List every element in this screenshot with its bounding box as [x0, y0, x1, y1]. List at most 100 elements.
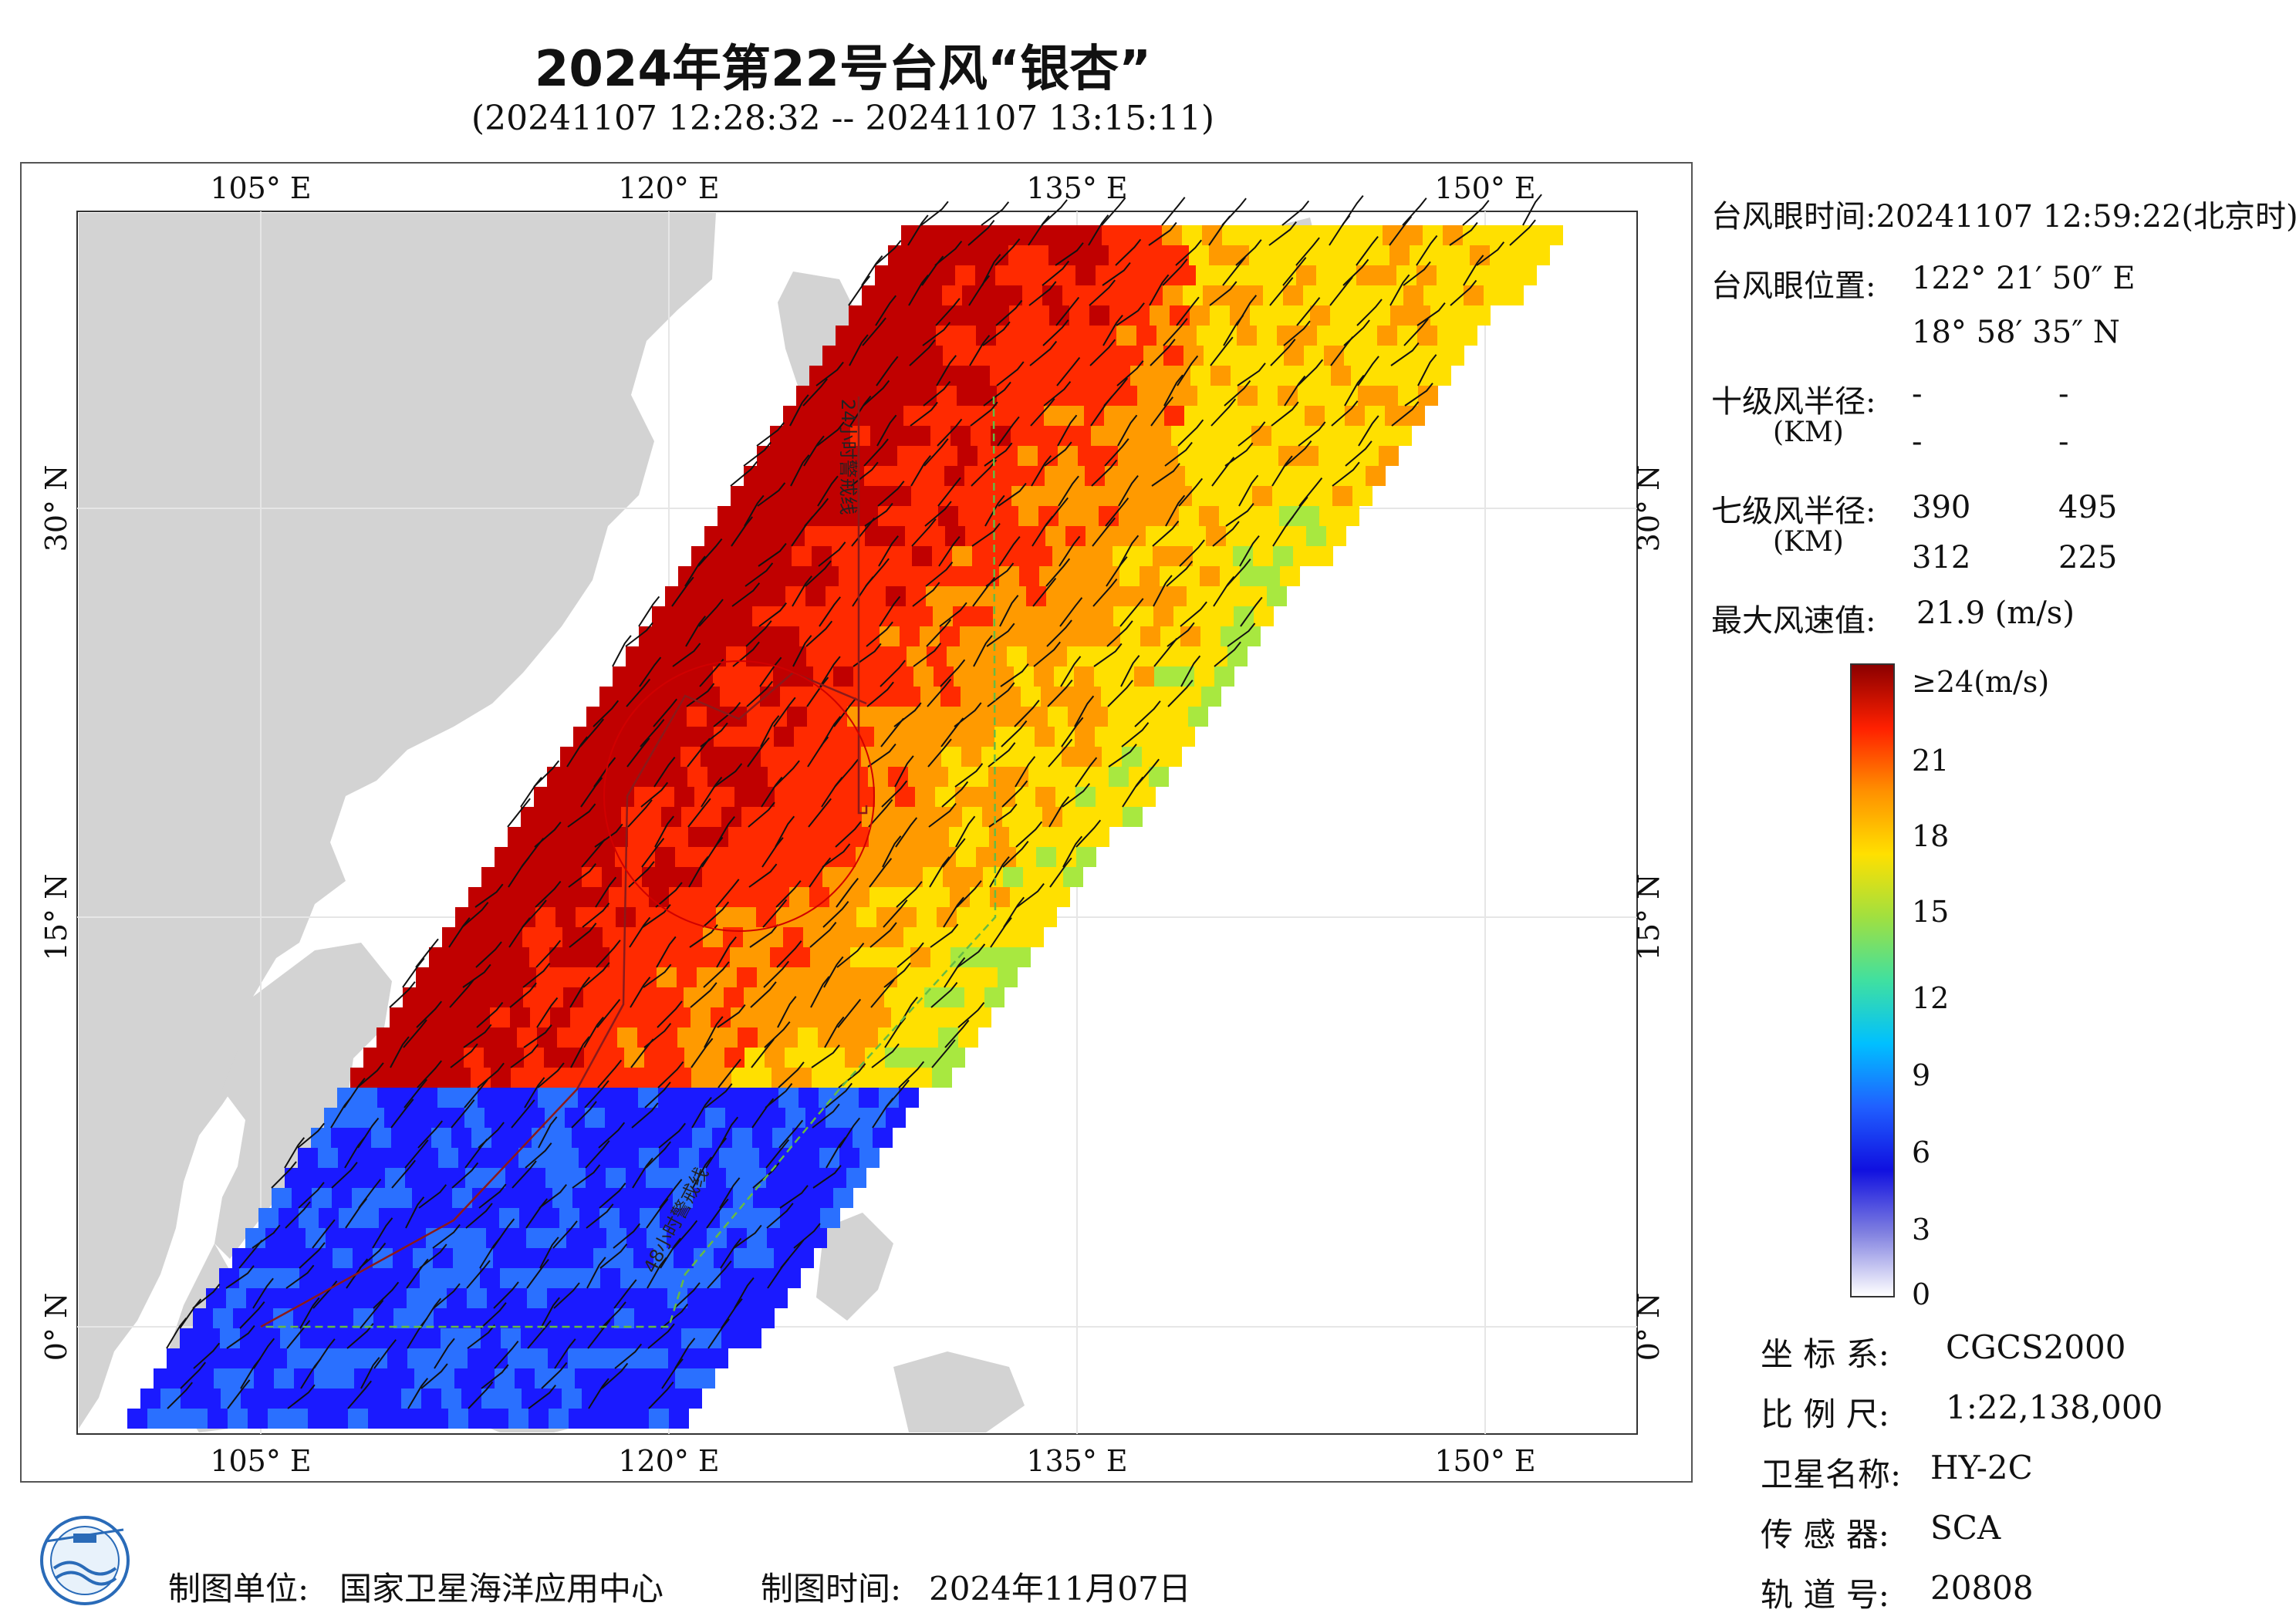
wind-barb — [1209, 281, 1237, 306]
swath-cell — [725, 1108, 745, 1128]
swath-cell — [852, 546, 872, 566]
wind-barbs — [166, 194, 1542, 1409]
wind-barb — [569, 977, 591, 1008]
swath-cell — [1244, 406, 1264, 426]
wind-barb — [1152, 520, 1180, 547]
wind-barb — [1074, 695, 1095, 727]
colorbar-label: 3 — [1912, 1213, 1931, 1247]
swath-cell — [765, 526, 785, 546]
swath-cell — [328, 1409, 348, 1429]
wind-barb — [1214, 641, 1241, 667]
swath-cell — [494, 1308, 514, 1328]
wind-barb — [1222, 256, 1246, 286]
swath-cell — [974, 727, 994, 747]
swath-cell — [308, 1409, 328, 1429]
swath-cell — [1059, 506, 1079, 526]
swath-cell — [809, 366, 829, 386]
swath-cell — [620, 1208, 640, 1228]
swath-cell — [1167, 646, 1187, 666]
swath-cell — [381, 1388, 401, 1409]
swath-cell — [266, 1288, 286, 1308]
swath-cell — [663, 927, 683, 947]
swath-cell — [1030, 887, 1050, 907]
wind-barb — [1092, 517, 1116, 547]
swath-cell — [629, 1409, 649, 1429]
wind-barb — [718, 1058, 741, 1088]
wind-barb — [240, 1358, 262, 1389]
lat-tick-right-15: 15° N — [1632, 874, 1666, 961]
swath-cell — [667, 767, 687, 787]
wind-barb — [790, 454, 810, 487]
wind-barb — [1092, 578, 1118, 607]
wind-barb — [1329, 214, 1351, 246]
swath-cell — [1013, 606, 1033, 626]
swath-cell — [301, 1388, 321, 1409]
swath-cell — [824, 466, 844, 486]
wind-barb — [661, 1358, 684, 1389]
wind-barb — [835, 821, 862, 848]
swath-cell — [883, 406, 903, 426]
swath-cell — [683, 927, 703, 947]
swath-cell — [896, 847, 916, 867]
swath-cell — [465, 1168, 485, 1188]
swath-cell — [738, 566, 758, 586]
swath-cell — [992, 546, 1012, 566]
swath-cell — [947, 646, 967, 666]
swath-cell — [501, 1388, 522, 1409]
wind-barb — [1055, 242, 1084, 266]
swath-cell — [701, 747, 721, 767]
swath-cell — [603, 927, 623, 947]
swath-cell — [1437, 265, 1457, 285]
wind-barb — [1180, 655, 1201, 687]
swath-cell — [417, 1027, 437, 1048]
swath-cell — [628, 1348, 648, 1368]
wind-barb — [757, 482, 786, 507]
wind-barb — [599, 1243, 628, 1269]
swath-cell — [758, 566, 778, 586]
swath-cell — [859, 1088, 879, 1108]
wind-barb — [809, 921, 837, 948]
wind-barb — [1062, 835, 1083, 868]
swath-cell — [1210, 366, 1231, 386]
wind-barb — [1417, 354, 1437, 386]
swath-cell — [792, 606, 812, 626]
r10-value-4: - — [2058, 424, 2069, 460]
wind-barb — [468, 1381, 494, 1409]
wind-barb — [1149, 274, 1170, 306]
swath-cell — [613, 1188, 633, 1208]
wind-barb — [851, 517, 876, 547]
swath-cell — [975, 787, 995, 807]
swath-cell — [425, 1168, 445, 1188]
wind-barb — [1224, 442, 1254, 467]
swath-cell — [971, 947, 991, 967]
wind-barb — [990, 917, 1012, 948]
swath-cell — [1149, 767, 1169, 787]
wind-barb — [701, 836, 724, 868]
swath-cell — [753, 1188, 773, 1208]
wind-barb — [926, 619, 952, 647]
swath-cell — [931, 1007, 951, 1027]
wind-barb — [969, 335, 991, 366]
swath-cell — [1084, 406, 1104, 426]
swath-cell — [745, 586, 765, 606]
swath-cell — [764, 987, 784, 1007]
swath-cell — [690, 1007, 711, 1027]
swath-cell — [570, 1007, 590, 1027]
swath-cell — [617, 1027, 637, 1048]
swath-cell — [1369, 245, 1389, 265]
swath-cell — [721, 1268, 741, 1288]
swath-cell — [620, 1268, 640, 1288]
wind-barb — [672, 643, 701, 667]
swath-cell — [858, 506, 878, 526]
swath-cell — [535, 847, 555, 867]
wind-barb — [1164, 441, 1193, 467]
wind-barb — [876, 414, 897, 447]
wind-barb — [373, 1281, 400, 1309]
wind-barb — [1271, 401, 1299, 427]
wind-barb — [614, 1343, 643, 1369]
swath-cell — [853, 606, 873, 626]
swath-cell — [1062, 225, 1082, 245]
swath-cell — [957, 446, 977, 466]
swath-cell — [542, 1388, 562, 1409]
wind-barb — [612, 635, 632, 667]
